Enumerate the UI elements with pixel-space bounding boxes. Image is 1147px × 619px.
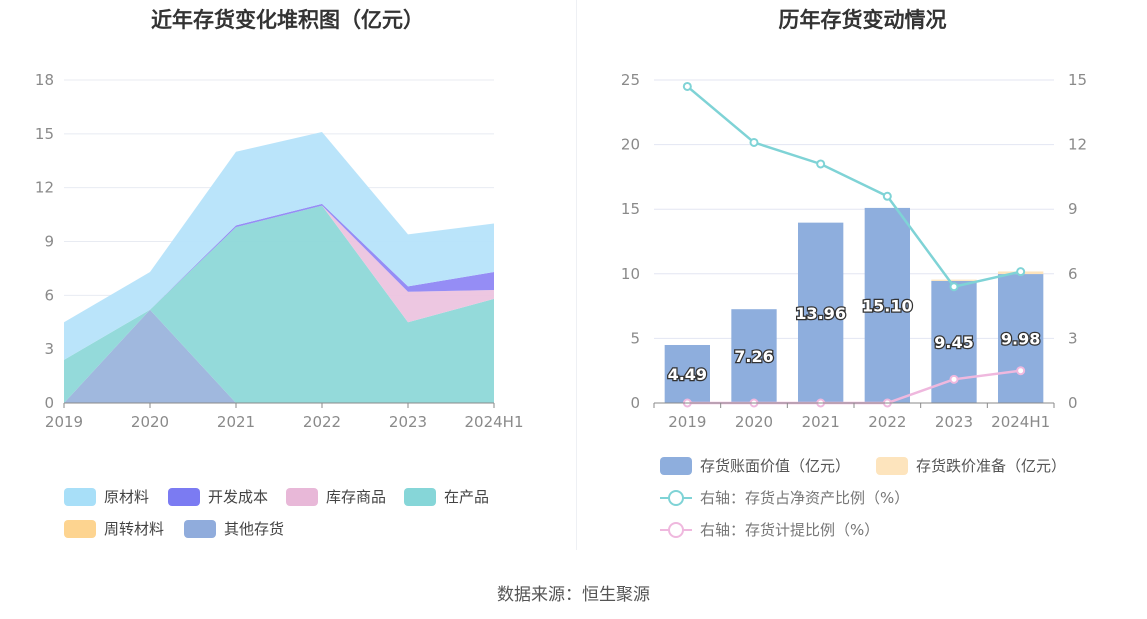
left-y-tick-label: 18	[35, 71, 54, 89]
bar-data-label: 9.98	[1001, 330, 1040, 349]
legend-item[interactable]: 存货跌价准备（亿元）	[876, 455, 1066, 476]
legend-label: 在产品	[444, 488, 490, 506]
right-axis-tick-label: 9	[1068, 200, 1078, 218]
left-axis-tick-label: 0	[630, 394, 640, 412]
legend-label: 右轴：存货计提比例（%）	[700, 521, 880, 539]
line-point	[749, 137, 759, 147]
right-x-tick-label: 2019	[668, 413, 706, 431]
bar-line-chart-panel: 历年存货变动情况 0 5 10 15 20 25 0 3 6 9 12 15 4.49 7.26 13.96…	[578, 0, 1147, 560]
legend-swatch	[184, 519, 216, 538]
legend-swatch	[660, 521, 692, 539]
left-axis-tick-label: 5	[630, 329, 640, 347]
bar-line-chart: 0 5 10 15 20 25 0 3 6 9 12 15 4.49 7.26 13.96 15.10 9.45…	[621, 71, 1087, 431]
legend-label: 开发成本	[208, 488, 269, 506]
right-x-tick-label: 2024H1	[991, 413, 1050, 431]
bar-data-label: 7.26	[734, 347, 773, 366]
bar-book-value	[664, 344, 710, 403]
left-y-tick-label: 3	[44, 340, 54, 358]
right-axis-tick-label: 6	[1068, 265, 1078, 283]
left-y-tick-label: 0	[44, 394, 54, 412]
legend-swatch	[64, 519, 96, 538]
legend-label: 存货账面价值（亿元）	[700, 457, 851, 475]
line-point	[1016, 366, 1026, 376]
left-axis-tick-label: 25	[621, 71, 640, 89]
legend-label: 库存商品	[326, 488, 387, 506]
bar-book-value	[798, 222, 844, 403]
panel-divider	[576, 0, 577, 550]
left-chart-title: 近年存货变化堆积图（亿元）	[151, 8, 424, 32]
line-series-0	[686, 85, 1021, 289]
bar-book-value	[864, 207, 910, 403]
right-x-tick-label: 2022	[868, 413, 906, 431]
line-point	[949, 374, 959, 384]
stacked-area-chart: 0 3 6 9 12 15 18 2019 2020 2021 2022 2023 2024H1	[35, 71, 524, 431]
bar-book-value	[731, 309, 777, 403]
bar-data-label: 4.49	[668, 365, 707, 384]
left-x-tick-label: 2020	[131, 413, 169, 431]
legend-label: 其他存货	[224, 520, 285, 538]
left-y-tick-label: 15	[35, 125, 54, 143]
legend-swatch	[660, 489, 692, 507]
bar-impairment	[931, 279, 977, 281]
legend-label: 原材料	[104, 488, 150, 506]
bar-data-label: 15.10	[862, 296, 913, 315]
left-y-tick-label: 12	[35, 179, 54, 197]
legend-label: 存货跌价准备（亿元）	[916, 457, 1067, 475]
legend-swatch	[286, 487, 318, 506]
legend-label: 周转材料	[104, 520, 165, 538]
data-source-note: 数据来源：恒生聚源	[497, 585, 650, 605]
right-axis-tick-label: 0	[1068, 394, 1078, 412]
right-x-tick-label: 2023	[935, 413, 973, 431]
legend-swatch	[404, 487, 436, 506]
legend-swatch	[64, 487, 96, 506]
legend-item[interactable]: 右轴：存货占净资产比例（%）	[660, 487, 909, 508]
right-x-tick-label: 2021	[802, 413, 840, 431]
legend-label: 右轴：存货占净资产比例（%）	[700, 489, 910, 507]
bar-book-value	[998, 274, 1044, 403]
left-x-tick-label: 2019	[45, 413, 83, 431]
legend-item[interactable]: 周转材料	[64, 518, 164, 539]
left-axis-tick-label: 20	[621, 136, 640, 154]
legend-item[interactable]: 右轴：存货计提比例（%）	[660, 519, 879, 540]
bar-data-label: 9.45	[934, 333, 973, 352]
left-x-tick-label: 2022	[303, 413, 341, 431]
right-chart-title: 历年存货变动情况	[778, 8, 947, 32]
left-y-tick-label: 6	[44, 286, 54, 304]
line-point	[1016, 267, 1026, 277]
legend-item[interactable]: 在产品	[404, 486, 489, 507]
right-axis-tick-label: 15	[1068, 71, 1087, 89]
legend-item[interactable]: 存货账面价值（亿元）	[660, 455, 850, 476]
right-axis-tick-label: 12	[1068, 136, 1087, 154]
right-axis-tick-label: 3	[1068, 329, 1078, 347]
left-x-tick-label: 2023	[389, 413, 427, 431]
legend-item[interactable]: 其他存货	[184, 518, 284, 539]
bar-data-label: 13.96	[795, 304, 846, 323]
line-point	[949, 282, 959, 292]
left-axis-tick-label: 10	[621, 265, 640, 283]
left-axis-tick-label: 15	[621, 200, 640, 218]
area-series-5	[64, 132, 494, 360]
left-x-tick-label: 2024H1	[465, 413, 524, 431]
legend-item[interactable]: 库存商品	[286, 486, 386, 507]
line-point	[882, 191, 892, 201]
legend-swatch	[876, 456, 908, 475]
stacked-area-chart-panel: 近年存货变化堆积图（亿元） 0 3 6 9 12 15 18 2019 2020 2021 2022…	[0, 0, 575, 560]
left-x-tick-label: 2021	[217, 413, 255, 431]
legend-item[interactable]: 开发成本	[168, 486, 268, 507]
line-point	[682, 81, 692, 91]
left-y-tick-label: 9	[44, 233, 54, 251]
area-series-1	[64, 205, 494, 403]
right-x-tick-label: 2020	[735, 413, 773, 431]
legend-item[interactable]: 原材料	[64, 486, 149, 507]
area-series-0	[64, 309, 494, 403]
legend-swatch	[660, 456, 692, 475]
line-point	[816, 159, 826, 169]
legend-swatch	[168, 487, 200, 506]
